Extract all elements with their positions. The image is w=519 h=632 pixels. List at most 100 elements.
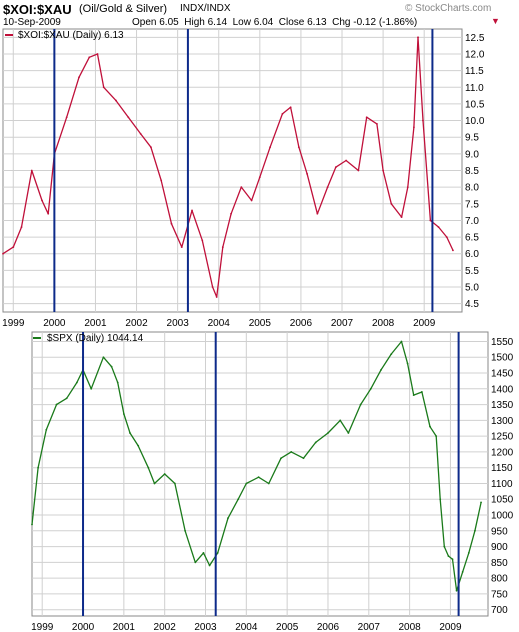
data-point [269,146,271,149]
data-point [88,56,91,59]
data-point [127,116,130,119]
data-point [173,482,176,485]
data-point [41,199,43,202]
x-tick-label: 2008 [398,622,421,632]
y-tick-label: 8.5 [465,166,479,177]
data-point [435,435,438,438]
data-point [191,209,193,212]
data-point [376,122,378,125]
y-tick-label: 1100 [491,479,513,490]
data-point [116,381,119,384]
data-point [30,169,33,172]
data-point [452,249,454,252]
data-point [290,451,293,453]
x-tick-label: 2002 [125,318,148,329]
data-point [160,179,163,182]
data-point [390,353,393,355]
y-tick-label: 1050 [491,495,514,506]
x-tick-label: 1999 [31,622,54,632]
data-point [65,397,68,400]
data-point [413,126,415,129]
data-point [359,403,362,406]
y-tick-label: 700 [491,605,508,616]
exchange-label: INDX/INDX [180,3,231,14]
series-line [2,36,454,298]
data-point [153,482,156,485]
data-point [406,362,409,365]
data-point [2,252,4,255]
y-tick-label: 900 [491,542,508,553]
symbol-label: $XOI:$XAU [3,2,72,17]
data-point [382,169,385,172]
data-point [316,212,319,215]
x-tick-label: 2003 [194,622,217,632]
data-point [267,482,270,485]
y-tick-label: 12.0 [465,49,485,60]
data-point [347,432,350,434]
data-point [461,570,464,573]
data-point [451,558,454,561]
data-point [400,216,403,219]
y-tick-label: 850 [491,558,508,569]
data-point [202,551,205,554]
data-point [327,432,329,434]
data-point [306,172,308,175]
y-tick-label: 1300 [491,416,514,427]
data-point [257,476,260,479]
y-tick-label: 1550 [491,337,514,348]
data-point [90,387,93,390]
y-tick-label: 10.5 [465,99,485,110]
data-point [12,246,15,248]
y-tick-label: 800 [491,574,508,585]
data-point [417,36,419,39]
data-point [215,296,218,298]
data-point [390,202,393,205]
x-tick-label: 2004 [235,622,258,632]
data-point [31,523,33,526]
data-point [129,432,131,434]
data-point [447,555,450,557]
data-point [201,239,204,242]
y-tick-label: 950 [491,526,508,537]
data-point [289,106,292,109]
data-point [420,391,423,393]
y-tick-label: 5.5 [465,266,479,277]
x-tick-label: 2001 [84,318,107,329]
y-tick-label: 1400 [491,384,514,395]
data-point [150,146,152,149]
data-point [137,444,140,447]
data-point [227,517,229,520]
data-point [170,222,173,225]
y-tick-label: 1250 [491,432,514,443]
data-point [437,226,440,229]
data-point [429,425,431,428]
data-point [65,116,68,119]
data-point [258,176,261,179]
x-tick-label: 2000 [72,622,95,632]
data-point [357,169,360,172]
y-tick-label: 1500 [491,353,514,364]
data-point [280,457,282,460]
data-point [216,551,219,554]
data-point [429,219,432,222]
x-tick-label: 2000 [43,318,66,329]
x-tick-label: 2009 [439,622,462,632]
y-tick-label: 11.0 [465,83,484,94]
data-point [110,365,113,368]
y-tick-label: 10.0 [465,116,485,127]
data-point [314,441,317,444]
data-point [45,428,48,431]
data-point [208,564,211,567]
data-point [345,159,348,162]
series-line [31,340,482,592]
data-point [406,186,409,189]
y-tick-label: 11.5 [465,66,484,77]
data-point [281,113,284,115]
data-point [184,529,186,532]
plot-frame [31,331,489,617]
data-point [250,199,253,202]
data-point [422,119,424,122]
data-point [163,473,166,475]
